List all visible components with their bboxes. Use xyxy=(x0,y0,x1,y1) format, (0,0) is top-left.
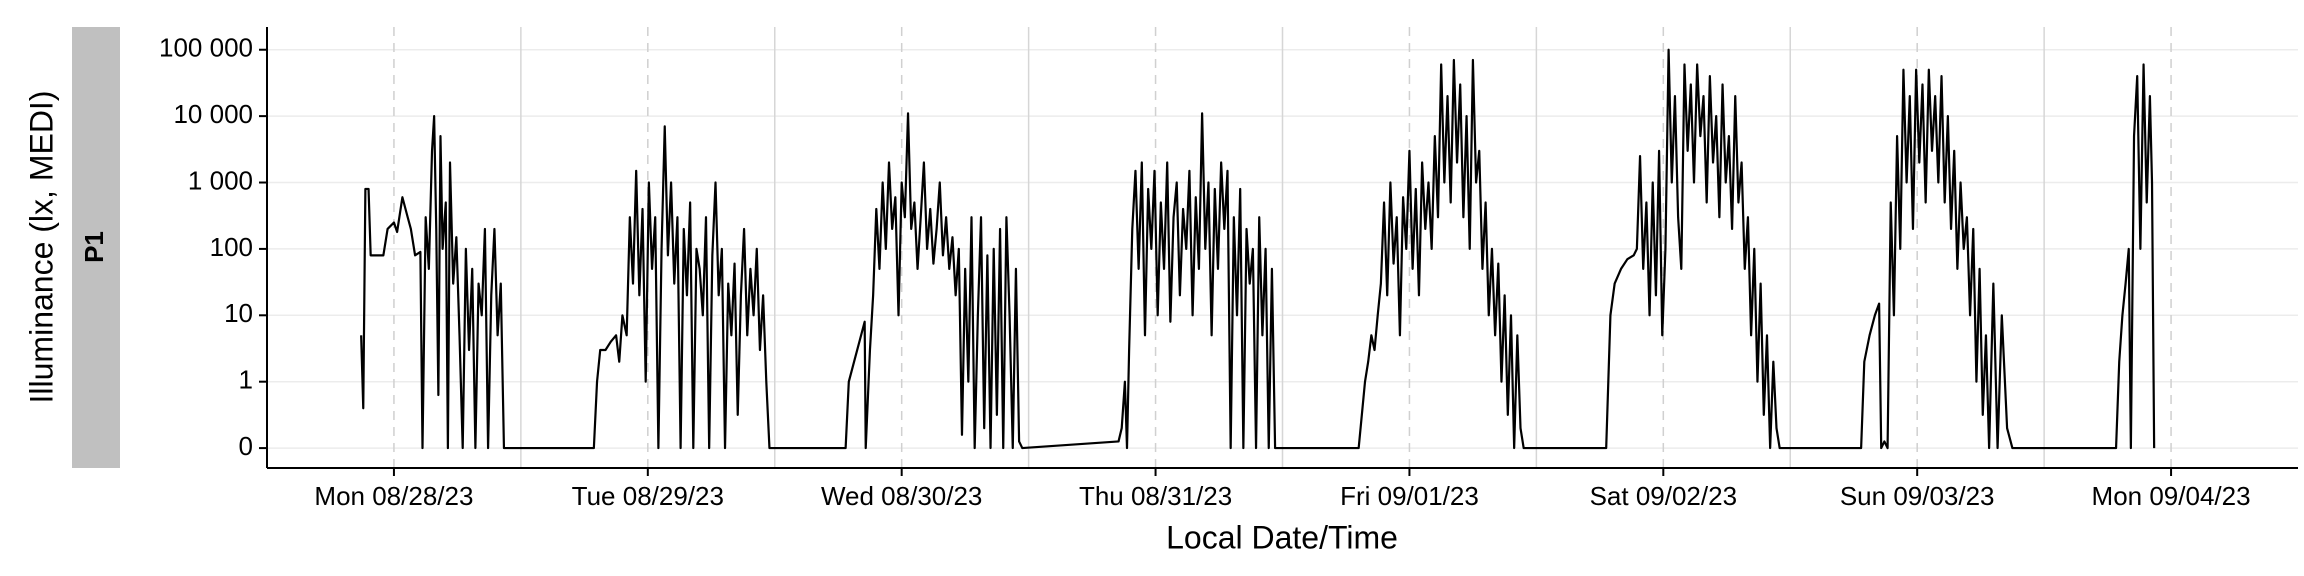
facet-label: P1 xyxy=(79,231,109,263)
y-tick-label: 1 000 xyxy=(188,165,253,195)
x-axis-label: Local Date/Time xyxy=(1166,519,1398,555)
y-tick-label: 100 000 xyxy=(159,33,253,63)
x-tick-label: Wed 08/30/23 xyxy=(821,481,982,511)
x-tick-label: Mon 08/28/23 xyxy=(314,481,473,511)
x-tick-label: Tue 08/29/23 xyxy=(572,481,724,511)
facet-strip xyxy=(72,27,120,468)
x-tick-label: Sat 09/02/23 xyxy=(1590,481,1737,511)
x-tick-label: Sun 09/03/23 xyxy=(1840,481,1995,511)
x-tick-label: Fri 09/01/23 xyxy=(1340,481,1479,511)
y-tick-label: 10 000 xyxy=(173,99,253,129)
x-tick-label: Mon 09/04/23 xyxy=(2092,481,2251,511)
x-tick-label: Thu 08/31/23 xyxy=(1079,481,1232,511)
y-tick-label: 1 xyxy=(239,365,253,395)
y-tick-label: 100 xyxy=(210,232,253,262)
y-tick-label: 0 xyxy=(239,431,253,461)
y-axis-label: Illuminance (lx, MEDI) xyxy=(23,91,59,404)
y-tick-label: 10 xyxy=(224,298,253,328)
series-line xyxy=(360,48,2156,450)
